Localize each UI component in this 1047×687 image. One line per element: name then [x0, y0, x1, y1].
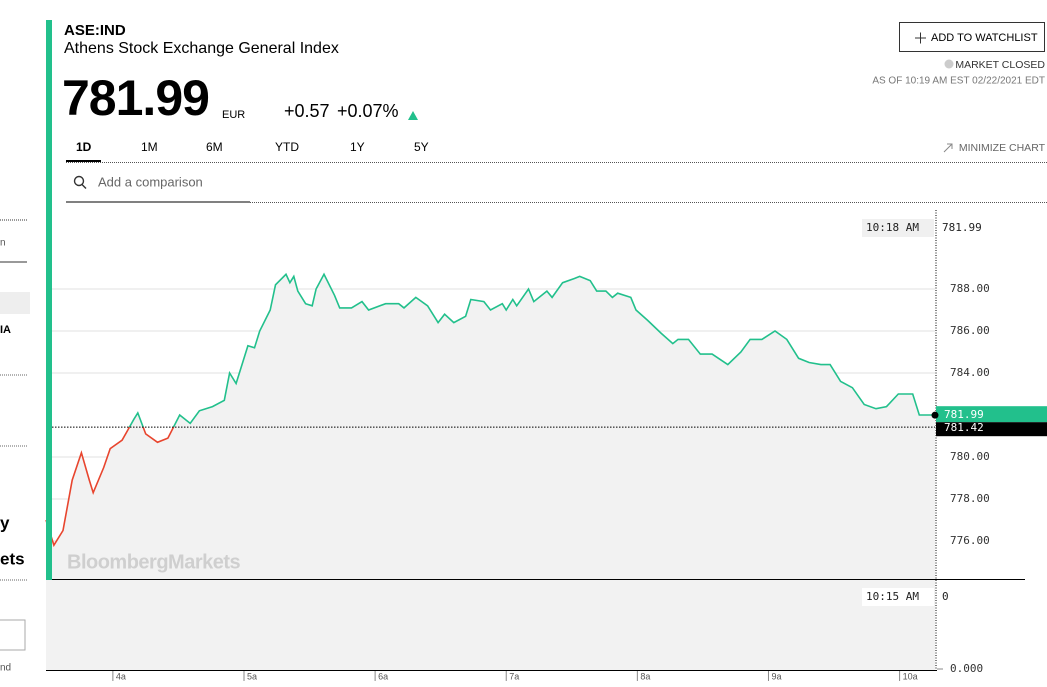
tab[interactable]: 1D — [76, 140, 92, 154]
tab[interactable]: 6M — [206, 140, 223, 154]
search-icon — [81, 184, 87, 189]
volume-tick-label: 0.000 — [950, 662, 983, 675]
hover-time-box — [862, 588, 934, 606]
watchlist-label: ADD TO WATCHLIST — [931, 32, 1038, 44]
x-tick-label: 9a — [771, 671, 781, 681]
index-name: Athens Stock Exchange General Index — [64, 40, 339, 57]
y-tick-label: 784.00 — [950, 366, 990, 379]
chart: 776.00 778.00 780.00 784.00 786.00 788.00 Bloo… — [45, 210, 1047, 681]
tab[interactable]: YTD — [275, 140, 299, 154]
y-tick-label: 788.00 — [950, 282, 990, 295]
up-arrow — [408, 111, 418, 120]
search-icon — [73, 175, 85, 187]
tab[interactable]: 1Y — [350, 140, 365, 154]
y-tick-label: 786.00 — [950, 324, 990, 337]
hover-time: 10:18 AM — [866, 221, 919, 234]
minimize-icon — [943, 143, 953, 153]
y-tick-label: 780.00 — [950, 450, 990, 463]
as-of: AS OF 10:19 AM EST 02/22/2021 EDT — [872, 76, 1045, 87]
x-tick-label: 8a — [640, 671, 650, 681]
y-tick-label: 776.00 — [950, 534, 990, 547]
x-tick-label: 4a — [116, 671, 126, 681]
volume-panel — [46, 580, 935, 670]
sidebar-text: nd — [0, 663, 11, 674]
currency: EUR — [222, 109, 245, 121]
x-tick-label: 7a — [509, 671, 519, 681]
search-input[interactable]: Add a comparison — [98, 174, 203, 189]
change-pct: +0.07% — [337, 101, 399, 121]
accent-bar — [46, 20, 52, 580]
tab[interactable]: 1M — [141, 140, 158, 154]
sidebar-input[interactable] — [0, 619, 26, 651]
last-value-tag — [936, 406, 1047, 423]
sidebar-box — [0, 292, 30, 314]
hover-time-box — [862, 219, 934, 237]
volume-hover-time: 10:15 AM — [866, 590, 919, 603]
sidebar-text: n — [0, 238, 6, 249]
watchlist-button[interactable] — [899, 22, 1045, 52]
x-tick-label: 5a — [247, 671, 257, 681]
sidebar-text: ets — [0, 549, 25, 568]
sidebar-text: y — [0, 513, 10, 532]
symbol: ASE:IND — [64, 22, 126, 39]
x-tick-label: 10a — [903, 671, 918, 681]
price: 781.99 — [62, 70, 209, 126]
tab[interactable]: 5Y — [414, 140, 429, 154]
watermark: BloombergMarkets — [67, 551, 241, 573]
last-value-label: 781.99 — [944, 408, 984, 421]
last-point — [931, 411, 939, 419]
y-tick-label: 778.00 — [950, 492, 990, 505]
plus-icon — [915, 32, 926, 44]
volume-hover-value: 0 — [942, 590, 949, 603]
change: +0.57 — [284, 101, 330, 121]
area — [46, 274, 935, 579]
market-status: MARKET CLOSED — [955, 59, 1045, 71]
sidebar-text: IA — [0, 324, 11, 336]
x-tick-label: 6a — [378, 671, 388, 681]
tabs: 1D 1M 6M YTD 1Y 5Y — [76, 140, 429, 154]
minimize-chart[interactable]: MINIMIZE CHART — [959, 142, 1046, 154]
previous-close-label: 781.42 — [944, 421, 984, 434]
hover-value: 781.99 — [942, 221, 982, 234]
price-line — [128, 272, 935, 428]
status-dot — [944, 59, 954, 69]
previous-close-tag — [936, 422, 1047, 437]
